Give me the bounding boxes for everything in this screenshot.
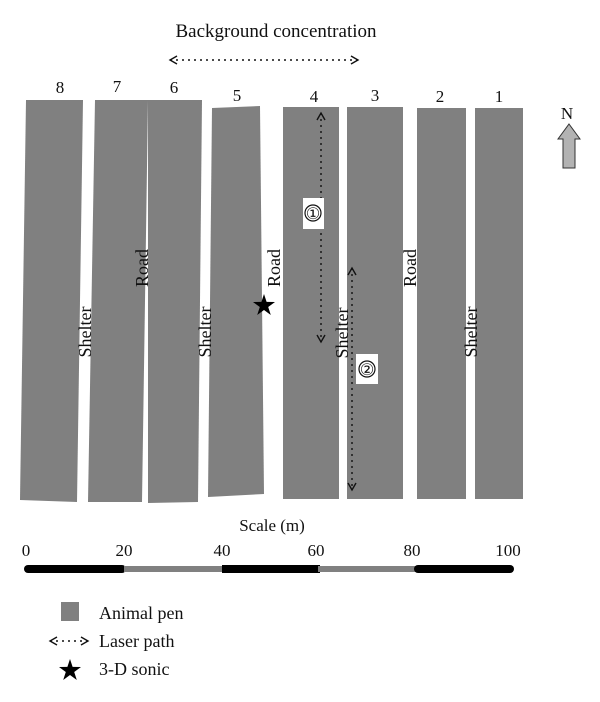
legend-star-icon (59, 659, 81, 680)
shelter-label-3: Shelter (332, 308, 352, 359)
pen-number-8: 8 (56, 78, 65, 97)
scale-ticks: 0 20 40 60 80 100 (22, 541, 521, 560)
scale-tick-40: 40 (214, 541, 231, 560)
laser-path-1-marker: ① (306, 206, 320, 223)
animal-pen-1 (475, 108, 523, 499)
scale-bar (24, 565, 514, 573)
animal-pen-7 (88, 100, 148, 502)
north-arrow-icon (557, 123, 581, 169)
scale-title: Scale (m) (239, 516, 305, 535)
scale-tick-60: 60 (308, 541, 325, 560)
scale-tick-20: 20 (116, 541, 133, 560)
legend-pen-swatch (61, 602, 79, 621)
shelter-label-4: Shelter (461, 307, 481, 358)
scale-bar-segment-2 (124, 566, 224, 572)
north-label: N (561, 104, 573, 123)
laser-path-2-marker-box (356, 354, 378, 384)
scale-bar-segment-3 (222, 565, 320, 573)
scale-bar-segment-4 (318, 566, 416, 572)
road-label-3: Road (400, 249, 420, 287)
animal-pen-2 (417, 108, 466, 499)
pen-number-3: 3 (371, 86, 380, 105)
sonic-star-icon (253, 294, 275, 315)
scale-tick-80: 80 (404, 541, 421, 560)
pen-number-6: 6 (170, 78, 179, 97)
pen-numbers: 8 7 6 5 4 3 2 1 (56, 77, 504, 106)
pen-number-2: 2 (436, 87, 445, 106)
animal-pen-4 (283, 107, 339, 499)
legend-sonic-label: 3-D sonic (99, 659, 170, 679)
pen-number-4: 4 (310, 87, 319, 106)
road-label-1: Road (132, 249, 152, 287)
scale-bar-segment-5 (414, 565, 514, 573)
animal-pen-5 (208, 106, 264, 497)
legend: Animal pen Laser path 3-D sonic (48, 602, 183, 680)
pen-number-5: 5 (233, 86, 242, 105)
animal-pen-8 (20, 100, 83, 502)
animal-pens (20, 100, 523, 503)
shelter-label-1: Shelter (75, 307, 95, 358)
laser-path-2-marker-circle (358, 360, 376, 378)
laser-path-2-marker: ② (360, 362, 374, 379)
legend-pen-label: Animal pen (99, 603, 183, 623)
animal-pen-6 (148, 100, 202, 503)
road-label-2: Road (264, 249, 284, 287)
background-concentration-label: Background concentration (175, 21, 377, 42)
scale-tick-100: 100 (495, 541, 521, 560)
laser-path-1-marker-box (303, 198, 324, 229)
shelter-label-2: Shelter (195, 307, 215, 358)
animal-pen-3 (347, 107, 403, 499)
pen-number-7: 7 (113, 77, 122, 96)
scale-tick-0: 0 (22, 541, 31, 560)
pen-number-1: 1 (495, 87, 504, 106)
laser-path-1-marker-circle (304, 204, 322, 222)
scale-bar-segment-1 (24, 565, 126, 573)
legend-laser-label: Laser path (99, 631, 174, 651)
